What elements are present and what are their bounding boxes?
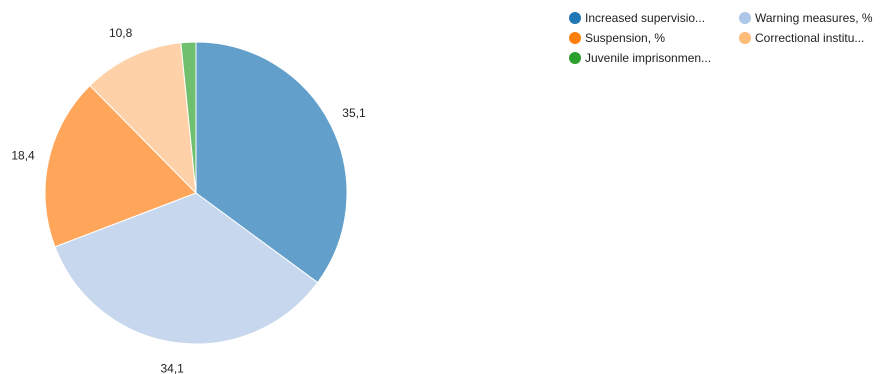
- legend-item-correctional-institution[interactable]: Correctional institu...: [739, 31, 885, 45]
- slice-value-label: 10,8: [109, 26, 133, 40]
- legend-swatch-icon: [569, 32, 581, 44]
- pie-slice[interactable]: [54, 192, 319, 345]
- legend-swatch-icon: [569, 12, 581, 24]
- legend-label: Correctional institu...: [755, 31, 865, 45]
- slice-value-label: 35,1: [342, 106, 366, 120]
- slice-value-label: 18,4: [11, 148, 35, 162]
- legend: Increased supervisio... Warning measures…: [569, 11, 885, 65]
- legend-item-juvenile-imprisonment[interactable]: Juvenile imprisonmen...: [569, 51, 739, 65]
- legend-item-increased-supervision[interactable]: Increased supervisio...: [569, 11, 739, 25]
- legend-label: Suspension, %: [585, 31, 666, 45]
- pie-value-labels: 35,1 34,1 18,4 10,8: [11, 26, 366, 374]
- pie-slice[interactable]: [195, 41, 348, 284]
- pie-slice[interactable]: [44, 84, 197, 248]
- legend-item-warning-measures[interactable]: Warning measures, %: [739, 11, 885, 25]
- legend-label: Juvenile imprisonmen...: [585, 51, 712, 65]
- pie-slice[interactable]: [180, 41, 197, 194]
- slice-value-label: 34,1: [160, 361, 184, 374]
- legend-item-suspension[interactable]: Suspension, %: [569, 31, 739, 45]
- pie-slice[interactable]: [89, 42, 197, 195]
- legend-swatch-icon: [739, 32, 751, 44]
- legend-label: Increased supervisio...: [585, 11, 706, 25]
- legend-label: Warning measures, %: [755, 11, 873, 25]
- pie-slices: [44, 41, 348, 345]
- legend-swatch-icon: [569, 52, 581, 64]
- legend-swatch-icon: [739, 12, 751, 24]
